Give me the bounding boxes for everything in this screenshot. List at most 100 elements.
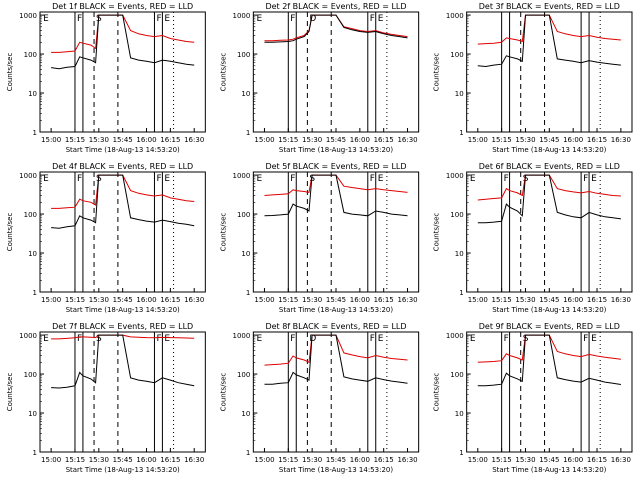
y-tick-label: 10 bbox=[28, 250, 37, 258]
y-axis-label: Counts/sec bbox=[433, 213, 441, 252]
marker-letter: S bbox=[523, 174, 529, 184]
marker-letter: F bbox=[156, 174, 161, 184]
x-tick-label: 16:15 bbox=[374, 136, 394, 144]
x-tick-label: 16:00 bbox=[136, 456, 156, 464]
x-tick-label: 16:15 bbox=[160, 456, 180, 464]
y-axis-label: Counts/sec bbox=[6, 373, 14, 412]
x-tick-label: 15:00 bbox=[41, 296, 61, 304]
marker-letter: E bbox=[43, 174, 49, 184]
panel-title: Det 7f BLACK = Events, RED = LLD bbox=[52, 322, 193, 331]
panel-title: Det 1f BLACK = Events, RED = LLD bbox=[52, 2, 193, 11]
x-tick-label: 15:15 bbox=[492, 296, 512, 304]
x-tick-label: 15:00 bbox=[254, 456, 274, 464]
lld-series-line bbox=[477, 174, 621, 201]
events-series-line bbox=[477, 334, 621, 387]
x-tick-label: 15:00 bbox=[254, 136, 274, 144]
marker-letter: F bbox=[370, 334, 375, 344]
marker-letter: F bbox=[370, 14, 375, 24]
plot-frame bbox=[252, 331, 420, 453]
plot-frame bbox=[466, 11, 633, 133]
x-tick-label: 15:30 bbox=[302, 136, 322, 144]
marker-letter: E bbox=[378, 334, 384, 344]
x-tick-label: 15:30 bbox=[302, 456, 322, 464]
events-series-line bbox=[264, 174, 408, 217]
x-tick-label: 15:45 bbox=[539, 136, 559, 144]
marker-letter: F bbox=[156, 334, 161, 344]
events-series-line bbox=[51, 174, 195, 229]
x-tick-label: 15:15 bbox=[278, 296, 298, 304]
x-tick-label: 15:45 bbox=[326, 296, 346, 304]
x-tick-label: 15:00 bbox=[468, 136, 488, 144]
marker-letter: F bbox=[504, 334, 509, 344]
y-axis-label: Counts/sec bbox=[6, 53, 14, 92]
marker-letter: F bbox=[77, 14, 82, 24]
x-tick-label: 15:30 bbox=[89, 136, 109, 144]
x-tick-label: 15:30 bbox=[515, 136, 535, 144]
marker-letter: F bbox=[77, 174, 82, 184]
y-tick-label: 10 bbox=[455, 90, 464, 98]
x-axis-label: Start Time (18-Aug-13 14:53:20) bbox=[66, 466, 180, 474]
lld-series-line bbox=[477, 334, 621, 363]
events-series-line bbox=[51, 334, 195, 389]
x-tick-label: 16:30 bbox=[611, 296, 631, 304]
x-tick-label: 16:30 bbox=[184, 456, 204, 464]
detector-panel-4: Det 4f BLACK = Events, RED = LLD 1 10 100 10… bbox=[6, 162, 206, 314]
y-tick-label: 1 bbox=[33, 449, 37, 457]
x-tick-label: 16:30 bbox=[184, 136, 204, 144]
x-tick-label: 16:00 bbox=[136, 296, 156, 304]
x-axis-label: Start Time (18-Aug-13 14:53:20) bbox=[492, 466, 606, 474]
y-tick-label: 1000 bbox=[233, 172, 251, 180]
y-tick-label: 100 bbox=[237, 51, 250, 59]
y-tick-label: 1000 bbox=[446, 12, 464, 20]
x-tick-label: 15:45 bbox=[539, 456, 559, 464]
panel-title: Det 3f BLACK = Events, RED = LLD bbox=[479, 2, 620, 11]
detector-panel-9: Det 9f BLACK = Events, RED = LLD 1 10 100 10… bbox=[433, 322, 633, 474]
x-tick-label: 15:15 bbox=[278, 456, 298, 464]
x-tick-label: 16:15 bbox=[587, 136, 607, 144]
y-tick-label: 100 bbox=[24, 371, 37, 379]
x-tick-label: 15:30 bbox=[515, 456, 535, 464]
marker-letter: E bbox=[257, 174, 263, 184]
x-tick-label: 15:00 bbox=[254, 296, 274, 304]
x-tick-label: 15:15 bbox=[492, 456, 512, 464]
y-axis-label: Counts/sec bbox=[6, 213, 14, 252]
x-tick-label: 16:15 bbox=[587, 296, 607, 304]
lld-series-line bbox=[264, 334, 408, 366]
y-tick-label: 100 bbox=[450, 211, 463, 219]
marker-letter: E bbox=[164, 174, 170, 184]
marker-letter: E bbox=[470, 334, 476, 344]
marker-letter: D bbox=[309, 14, 316, 24]
y-tick-label: 1 bbox=[459, 449, 463, 457]
plot-frame bbox=[252, 171, 420, 293]
marker-letter: S bbox=[96, 14, 102, 24]
y-tick-label: 1 bbox=[459, 289, 463, 297]
marker-letter: S bbox=[96, 174, 102, 184]
detector-panel-8: Det 8f BLACK = Events, RED = LLD 1 10 100 10… bbox=[219, 322, 420, 474]
y-tick-label: 1000 bbox=[233, 332, 251, 340]
y-tick-label: 1000 bbox=[19, 12, 37, 20]
detector-panel-6: Det 6f BLACK = Events, RED = LLD 1 10 100 10… bbox=[433, 162, 633, 314]
x-tick-label: 15:45 bbox=[539, 296, 559, 304]
y-axis-label: Counts/sec bbox=[219, 213, 227, 252]
plot-frame bbox=[39, 171, 206, 293]
marker-letter: E bbox=[164, 334, 170, 344]
lld-series-line bbox=[477, 14, 621, 45]
x-tick-label: 15:30 bbox=[89, 296, 109, 304]
detector-panel-1: Det 1f BLACK = Events, RED = LLD 1 10 100 10… bbox=[6, 2, 206, 154]
x-axis-label: Start Time (18-Aug-13 14:53:20) bbox=[279, 466, 393, 474]
x-tick-label: 16:00 bbox=[350, 456, 370, 464]
y-tick-label: 1 bbox=[246, 129, 250, 137]
x-tick-label: 15:15 bbox=[65, 296, 85, 304]
events-series-line bbox=[477, 174, 621, 224]
panel-title: Det 5f BLACK = Events, RED = LLD bbox=[265, 162, 406, 171]
y-tick-label: 10 bbox=[241, 410, 250, 418]
x-tick-label: 15:30 bbox=[302, 296, 322, 304]
panel-title: Det 8f BLACK = Events, RED = LLD bbox=[265, 322, 406, 331]
x-tick-label: 16:15 bbox=[587, 456, 607, 464]
x-tick-label: 16:00 bbox=[563, 136, 583, 144]
panel-title: Det 4f BLACK = Events, RED = LLD bbox=[52, 162, 193, 171]
marker-letter: E bbox=[378, 174, 384, 184]
lld-series-line bbox=[264, 174, 408, 196]
marker-letter: F bbox=[504, 174, 509, 184]
